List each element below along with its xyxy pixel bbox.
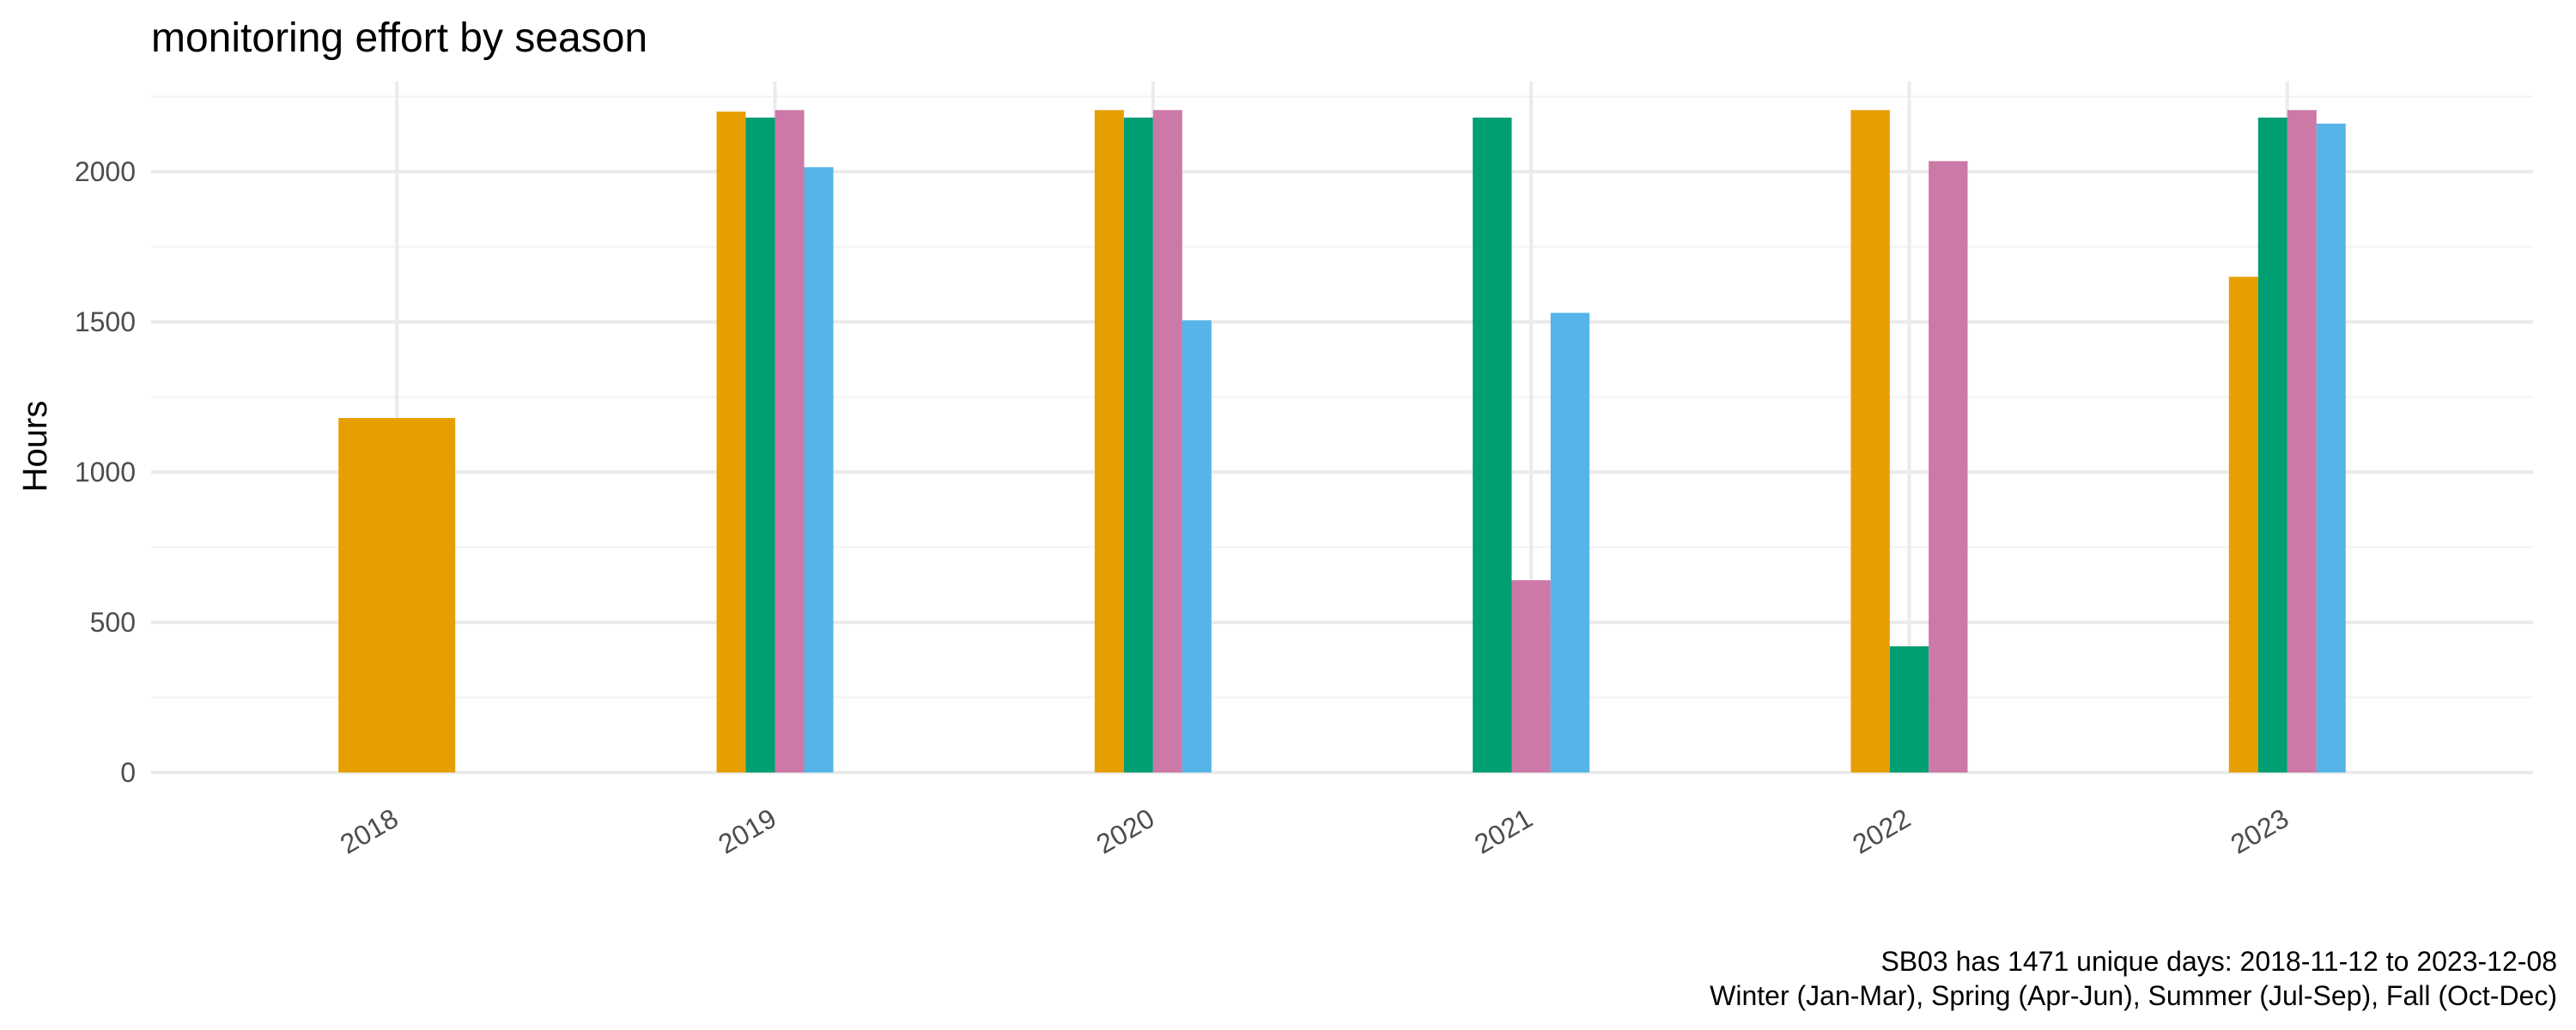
x-tick-label: 2019 bbox=[713, 803, 781, 860]
bar-2023-series-4 bbox=[2316, 124, 2346, 772]
bar-2019-series-1 bbox=[716, 112, 746, 772]
bar-2023-series-1 bbox=[2228, 276, 2258, 772]
x-axis-ticks: 2018 2019 2020 2021 2022 2023 bbox=[335, 803, 2293, 860]
bar-2022-series-2 bbox=[1889, 646, 1929, 772]
x-tick-label: 2022 bbox=[1847, 803, 1916, 860]
bar-2020-series-1 bbox=[1094, 110, 1124, 772]
y-axis-label: Hours bbox=[16, 401, 54, 493]
bar-2019-series-3 bbox=[775, 110, 805, 772]
bar-2020-series-4 bbox=[1182, 320, 1212, 772]
bar-2019-series-2 bbox=[745, 118, 775, 772]
bar-2022-series-3 bbox=[1929, 161, 1968, 772]
chart-title: monitoring effort by season bbox=[151, 15, 647, 61]
y-axis-ticks: 0 500 1000 1500 2000 bbox=[75, 156, 136, 788]
bar-2021-series-3 bbox=[1511, 580, 1551, 772]
bar-2023-series-3 bbox=[2287, 110, 2317, 772]
x-tick-label: 2021 bbox=[1469, 803, 1538, 860]
y-tick-label: 500 bbox=[90, 607, 136, 638]
grid-lines bbox=[151, 82, 2533, 774]
bar-2020-series-3 bbox=[1152, 110, 1182, 772]
caption-line-1: SB03 has 1471 unique days: 2018-11-12 to… bbox=[1880, 946, 2557, 977]
bar-marks bbox=[338, 110, 2346, 772]
y-tick-label: 1500 bbox=[75, 306, 136, 337]
x-tick-label: 2023 bbox=[2226, 803, 2294, 860]
bar-2021-series-4 bbox=[1550, 312, 1590, 772]
y-tick-label: 1000 bbox=[75, 457, 136, 488]
y-tick-label: 2000 bbox=[75, 156, 136, 187]
bar-2021-series-2 bbox=[1473, 118, 1512, 772]
bar-2022-series-1 bbox=[1850, 110, 1890, 772]
bar-2020-series-2 bbox=[1123, 118, 1153, 772]
bar-2019-series-4 bbox=[804, 167, 834, 772]
bar-2023-series-2 bbox=[2257, 118, 2287, 772]
x-tick-label: 2018 bbox=[335, 803, 404, 860]
y-tick-label: 0 bbox=[120, 757, 136, 788]
caption-line-2: Winter (Jan-Mar), Spring (Apr-Jun), Summ… bbox=[1710, 980, 2557, 1011]
x-tick-label: 2020 bbox=[1091, 803, 1160, 860]
bar-2018-series-1 bbox=[338, 418, 456, 772]
